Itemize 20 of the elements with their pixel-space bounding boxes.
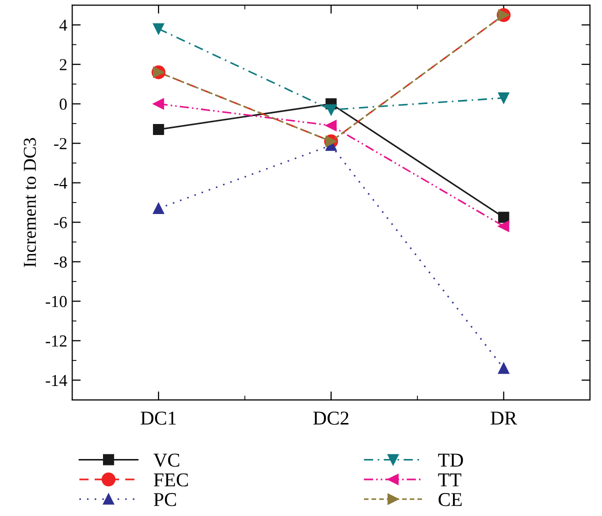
y-tick-label: 2 (60, 59, 66, 70)
legend-label: TT (438, 474, 462, 486)
y-axis-title: Increment to DC3 (24, 138, 36, 268)
y-tick-label: 4 (59, 20, 68, 31)
y-tick-label: -12 (46, 335, 66, 346)
legend-label: TD (438, 454, 463, 467)
legend-label: PC (154, 493, 176, 506)
y-tick-label: -8 (54, 256, 67, 268)
legend-label: VC (153, 454, 180, 467)
y-tick-label: -10 (46, 296, 67, 308)
y-tick-label: -4 (54, 178, 68, 189)
y-tick-label: -14 (46, 374, 68, 386)
x-tick-label: DR (490, 412, 518, 425)
x-tick-label: DC2 (313, 412, 348, 425)
y-tick-label: 0 (60, 98, 67, 110)
legend-label: FEC (154, 473, 188, 486)
x-tick-label: DC1 (140, 412, 176, 425)
y-tick-label: -6 (54, 217, 67, 228)
y-tick-label: -2 (54, 138, 66, 150)
legend-label: CE (438, 493, 462, 506)
